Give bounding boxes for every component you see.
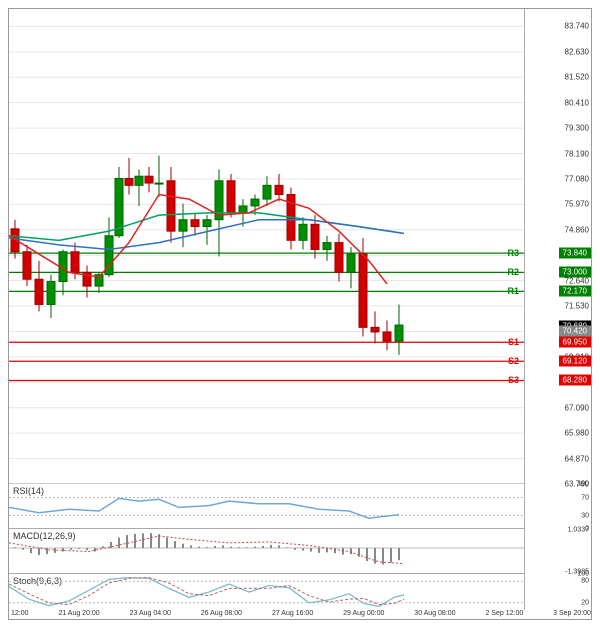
price-chart-svg	[9, 9, 524, 484]
stoch-tick: 80	[581, 578, 589, 585]
rsi-tick: 100	[577, 481, 589, 488]
xtick-label: 23 Aug 04:00	[130, 610, 171, 621]
ytick-label: 82.630	[565, 47, 589, 56]
xtick-label: 27 Aug 16:00	[272, 610, 313, 621]
macd-svg	[9, 529, 524, 574]
sr-label: R2	[507, 267, 519, 277]
ytick-label: 81.520	[565, 73, 589, 82]
ytick-label: 67.090	[565, 403, 589, 412]
stoch-svg	[9, 574, 524, 610]
ytick-label: 78.190	[565, 149, 589, 158]
xtick-label: 29 Aug 00:00	[343, 610, 384, 621]
xtick-label: 2 Sep 12:00	[485, 610, 523, 621]
ytick-label: 80.410	[565, 98, 589, 107]
xtick-label: 21 Aug 20:00	[58, 610, 99, 621]
ytick-label: 77.080	[565, 174, 589, 183]
chart-container: 83.740 82.630 81.520 80.410 79.300 78.190 77.0…	[8, 8, 592, 620]
stoch-tick: 100	[577, 571, 589, 578]
yaxis-stoch: 20 80100	[524, 574, 593, 610]
ytick-label: 71.530	[565, 302, 589, 311]
sr-price-tag: 73.840	[559, 248, 591, 259]
rsi-panel[interactable]: RSI(14)	[9, 484, 524, 529]
sr-price-tag: 73.000	[559, 267, 591, 278]
xtick-label: 3 Sep 20:00	[553, 610, 591, 621]
yaxis-macd: 1.0337-1.3985	[524, 529, 593, 574]
macd-panel[interactable]: MACD(12,26,9)	[9, 529, 524, 574]
sr-label: R3	[507, 248, 519, 258]
sr-price-tag: 69.120	[559, 356, 591, 367]
xaxis: 12:00 21 Aug 20:00 23 Aug 04:00 26 Aug 08:0…	[9, 610, 593, 621]
macd-tick: 1.0337	[568, 527, 589, 534]
sr-price-tag: 68.280	[559, 375, 591, 386]
xtick-label: 30 Aug 08:00	[414, 610, 455, 621]
ytick-label: 75.970	[565, 200, 589, 209]
stoch-panel[interactable]: Stoch(9,6,3)	[9, 574, 524, 610]
xtick-label: 26 Aug 08:00	[201, 610, 242, 621]
rsi-tick: 70	[581, 494, 589, 501]
sr-label: S2	[508, 356, 519, 366]
sr-price-tag: 69.950	[559, 337, 591, 348]
ytick-label: 74.860	[565, 225, 589, 234]
sr-price-tag: 72.170	[559, 286, 591, 297]
ytick-label: 65.980	[565, 429, 589, 438]
xtick-label: 12:00	[11, 610, 29, 621]
ytick-label: 64.870	[565, 454, 589, 463]
rsi-svg	[9, 484, 524, 529]
yaxis-main: 83.740 82.630 81.520 80.410 79.300 78.190 77.0…	[524, 9, 593, 484]
ytick-label: 79.300	[565, 124, 589, 133]
sr-label: R1	[507, 286, 519, 296]
ytick-label: 83.740	[565, 22, 589, 31]
sr-label: S3	[508, 375, 519, 385]
current-price-tag: 70.420	[559, 326, 591, 337]
yaxis-rsi: 03070100	[524, 484, 593, 529]
sr-label: S1	[508, 337, 519, 347]
stoch-tick: 20	[581, 599, 589, 606]
main-price-panel[interactable]	[9, 9, 524, 484]
rsi-tick: 30	[581, 512, 589, 519]
